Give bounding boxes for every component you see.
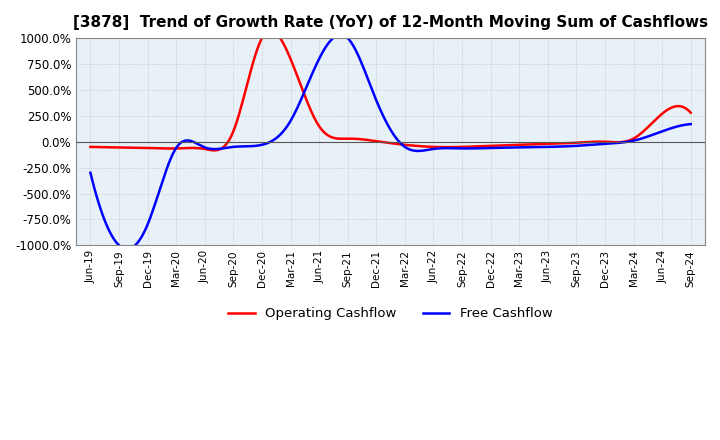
Operating Cashflow — [686, 110, 695, 115]
Free Cashflow — [447, 146, 456, 151]
Operating Cashflow — [86, 144, 95, 150]
Operating Cashflow — [634, 133, 643, 138]
Line: Free Cashflow: Free Cashflow — [91, 35, 690, 249]
Operating Cashflow — [210, 148, 219, 153]
Free Cashflow — [88, 178, 96, 183]
Free Cashflow — [86, 170, 95, 176]
Legend: Operating Cashflow, Free Cashflow: Operating Cashflow, Free Cashflow — [223, 302, 558, 326]
Operating Cashflow — [447, 144, 456, 150]
Title: [3878]  Trend of Growth Rate (YoY) of 12-Month Moving Sum of Cashflows: [3878] Trend of Growth Rate (YoY) of 12-… — [73, 15, 708, 30]
Line: Operating Cashflow: Operating Cashflow — [91, 30, 690, 150]
Free Cashflow — [446, 146, 454, 151]
Free Cashflow — [122, 246, 131, 252]
Operating Cashflow — [267, 28, 276, 33]
Operating Cashflow — [596, 139, 605, 144]
Free Cashflow — [596, 141, 605, 147]
Operating Cashflow — [457, 144, 466, 150]
Free Cashflow — [337, 32, 346, 37]
Operating Cashflow — [88, 144, 96, 150]
Free Cashflow — [634, 137, 643, 142]
Free Cashflow — [686, 121, 695, 127]
Operating Cashflow — [446, 144, 454, 150]
Free Cashflow — [457, 146, 466, 151]
